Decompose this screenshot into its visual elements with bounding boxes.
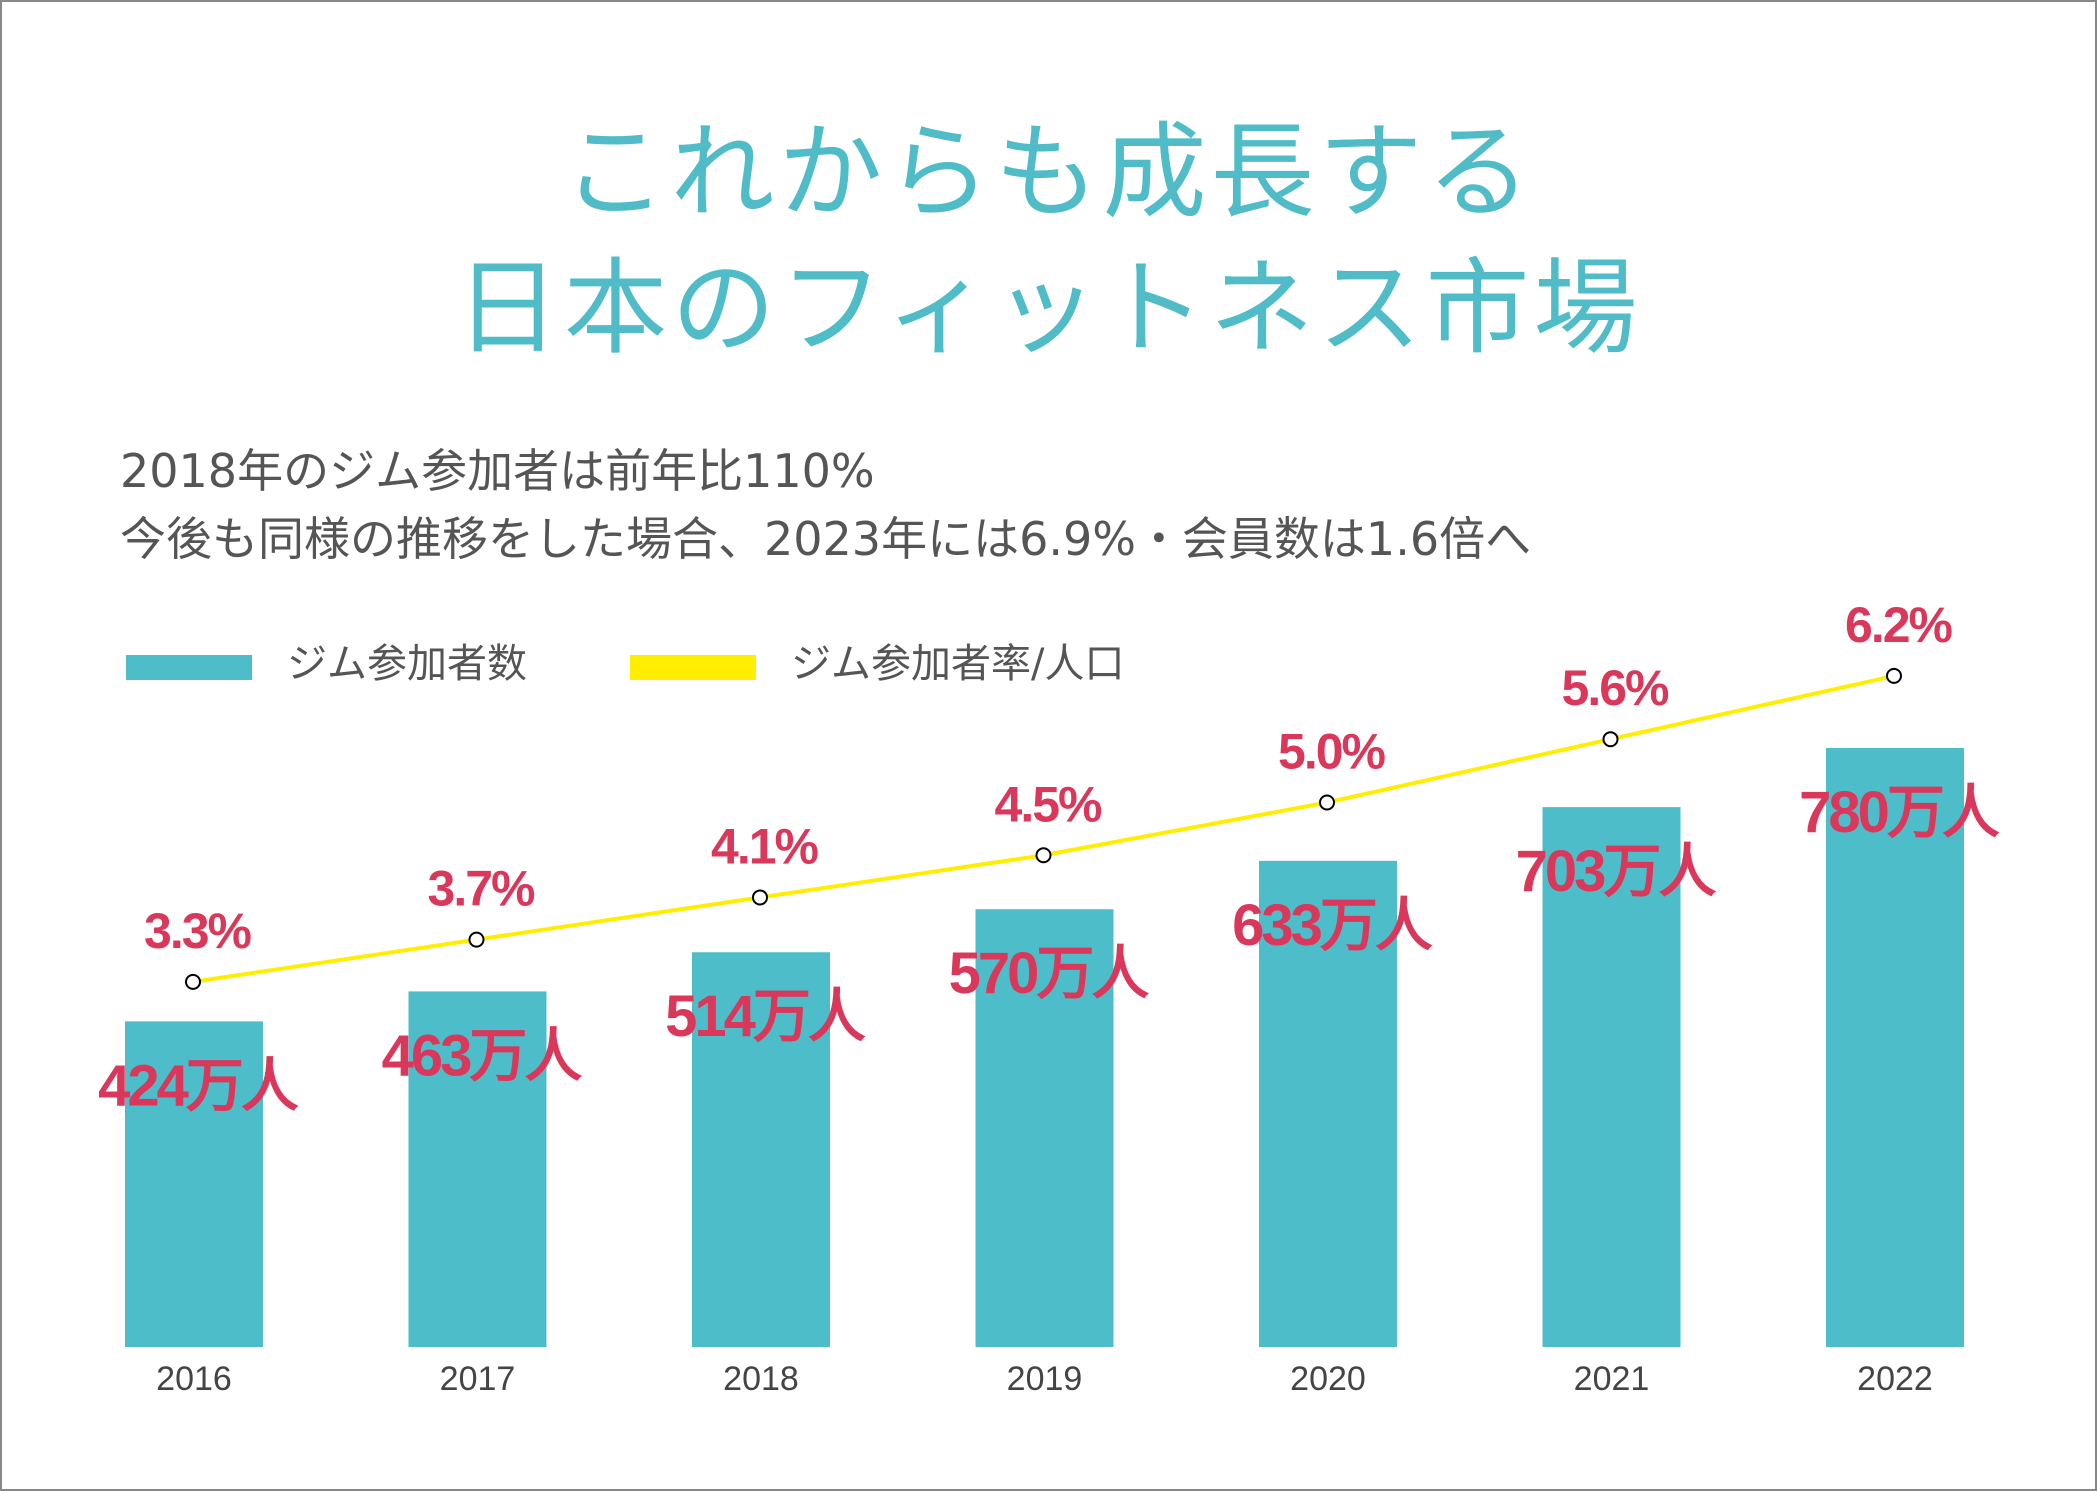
rate-value-label-2019: 4.5% bbox=[995, 776, 1103, 832]
rate-point-2022 bbox=[1886, 667, 1902, 684]
legend-swatch-bar bbox=[126, 655, 252, 680]
rate-value-label-2016: 3.3% bbox=[144, 903, 252, 959]
subtitle-line-1: 2018年のジム参加者は前年比110% bbox=[120, 444, 875, 498]
bar-value-label-2022: 780万人 bbox=[1799, 780, 2000, 845]
bar-2019 bbox=[975, 909, 1114, 1347]
bar-2017 bbox=[408, 991, 547, 1347]
bar-value-label-2021: 703万人 bbox=[1516, 839, 1717, 904]
subtitle-line-2: 今後も同様の推移をした場合、2023年には6.9%・会員数は1.6倍へ bbox=[120, 512, 1532, 566]
x-tick-label-2022: 2022 bbox=[1857, 1360, 1933, 1398]
legend-label-line: ジム参加者率/人口 bbox=[791, 641, 1125, 687]
bar-value-label-2016: 424万人 bbox=[98, 1053, 299, 1118]
x-tick-label-2020: 2020 bbox=[1290, 1360, 1366, 1398]
legend-label-bar: ジム参加者数 bbox=[287, 641, 527, 687]
bar-2020 bbox=[1259, 860, 1397, 1347]
bar-2021 bbox=[1542, 807, 1681, 1347]
rate-point-2021 bbox=[1602, 731, 1619, 748]
bar-value-label-2020: 633万人 bbox=[1232, 893, 1433, 958]
bar-value-label-2017: 463万人 bbox=[382, 1023, 583, 1088]
bar-2022 bbox=[1826, 747, 1964, 1347]
title-line-1: これからも成長する bbox=[562, 111, 1535, 233]
x-tick-label-2018: 2018 bbox=[723, 1360, 799, 1398]
bar-value-label-2019: 570万人 bbox=[949, 941, 1150, 1006]
rate-point-2017 bbox=[468, 931, 485, 948]
rate-value-label-2022: 6.2% bbox=[1845, 597, 1953, 653]
rate-value-label-2020: 5.0% bbox=[1278, 724, 1386, 780]
rate-value-label-2018: 4.1% bbox=[711, 818, 819, 874]
rate-point-2018 bbox=[752, 889, 768, 906]
bar-2018 bbox=[692, 952, 830, 1347]
rate-point-2019 bbox=[1035, 847, 1052, 864]
rate-point-2016 bbox=[185, 973, 201, 990]
rate-value-label-2021: 5.6% bbox=[1562, 660, 1670, 716]
rate-value-label-2017: 3.7% bbox=[428, 861, 536, 917]
rate-point-2020 bbox=[1319, 794, 1335, 811]
bar-2016 bbox=[125, 1021, 263, 1347]
x-tick-label-2021: 2021 bbox=[1574, 1360, 1650, 1398]
bar-value-label-2018: 514万人 bbox=[665, 984, 866, 1049]
legend-swatch-line bbox=[630, 655, 756, 680]
title-line-2: 日本のフィットネス市場 bbox=[455, 247, 1642, 369]
x-tick-label-2016: 2016 bbox=[156, 1360, 232, 1398]
x-tick-label-2019: 2019 bbox=[1007, 1360, 1083, 1398]
x-tick-label-2017: 2017 bbox=[440, 1360, 516, 1398]
